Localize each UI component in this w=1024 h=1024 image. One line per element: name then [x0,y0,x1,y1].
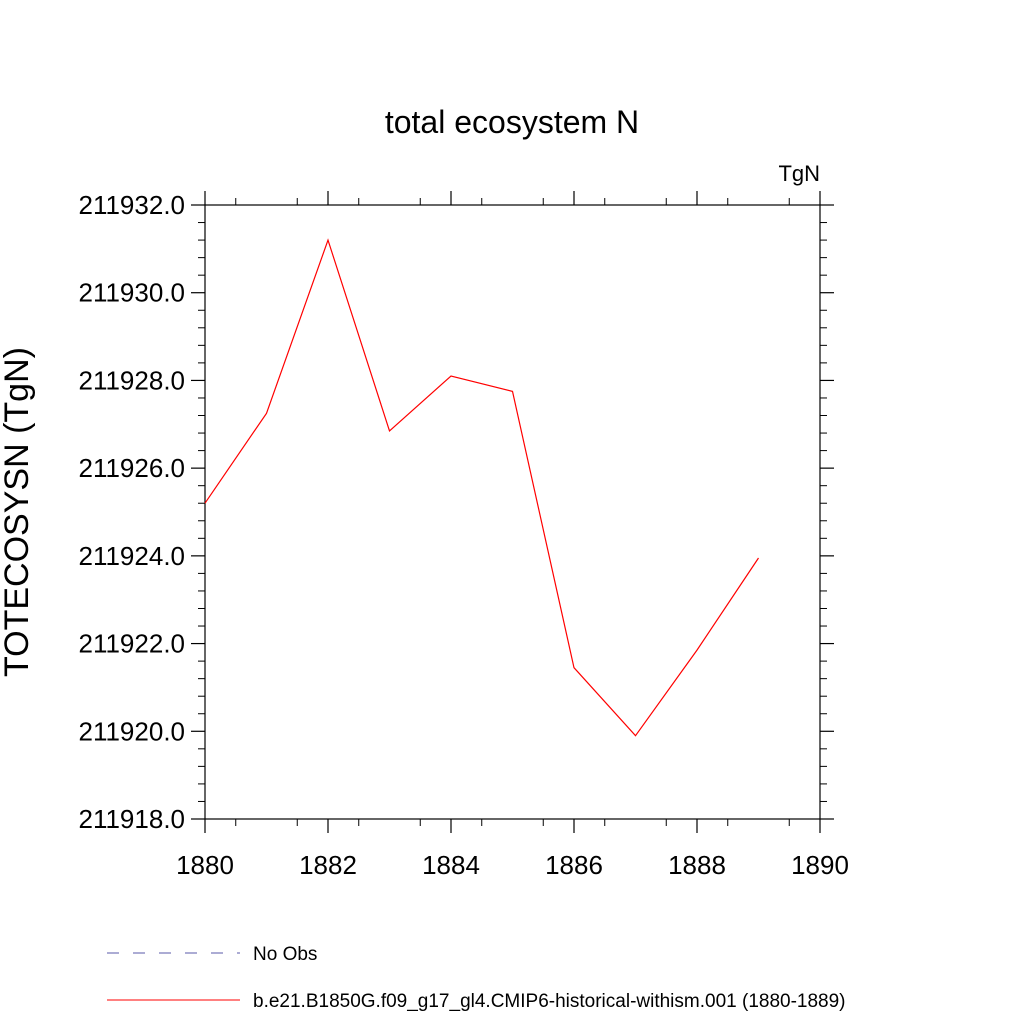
chart-title: total ecosystem N [385,104,639,140]
y-tick-label: 211918.0 [78,804,185,834]
y-tick-label: 211922.0 [78,629,185,659]
y-tick-label: 211924.0 [78,541,185,571]
x-tick-label: 1884 [422,850,480,880]
series-group [204,238,759,737]
legend-label: b.e21.B1850G.f09_g17_gl4.CMIP6-historica… [253,991,846,1012]
series-line [204,238,759,737]
x-tick-labels: 1880 1882 1884 1886 1888 1890 [176,850,849,880]
x-tick-label: 1890 [791,850,849,880]
x-tick-label: 1886 [545,850,603,880]
y-axis-label: TOTECOSYSN (TgN) [0,347,36,677]
plot-frame [204,204,821,820]
legend: No Obs b.e21.B1850G.f09_g17_gl4.CMIP6-his… [107,944,846,1012]
y-tick-label: 211928.0 [78,365,185,395]
x-tick-label: 1882 [299,850,357,880]
x-tick-label: 1880 [176,850,234,880]
y-tick-label: 211930.0 [78,278,185,308]
y-tick-label: 211932.0 [78,190,185,220]
legend-label: No Obs [253,944,317,965]
units-label: TgN [778,161,820,186]
x-tick-label: 1888 [668,850,726,880]
axis-ticks [191,191,834,833]
y-tick-label: 211926.0 [78,453,185,483]
y-tick-labels: 211918.0 211920.0 211922.0 211924.0 211926.0… [78,190,185,834]
y-tick-label: 211920.0 [78,716,185,746]
